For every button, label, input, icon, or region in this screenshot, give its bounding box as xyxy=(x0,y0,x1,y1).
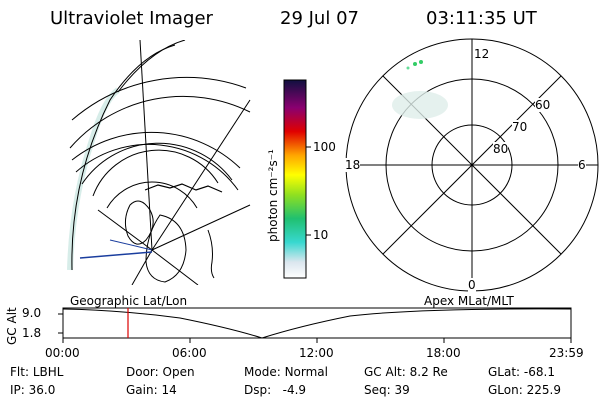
colorbar-tick-10: 10 xyxy=(313,228,329,242)
info-glat: GLat: -68.1 xyxy=(488,365,555,379)
polar-ring-label-60: 60 xyxy=(535,98,551,112)
info-flt: Flt: LBHL xyxy=(10,365,64,379)
timeline-xtick-2359: 23:59 xyxy=(549,346,584,360)
date-label: 29 Jul 07 xyxy=(280,8,359,29)
info-gain: Gain: 14 xyxy=(126,383,177,397)
timeline-ytick-bottom: 1.8 xyxy=(22,326,42,340)
time-label: 03:11:35 UT xyxy=(426,8,537,29)
timeline-xtick-1200: 12:00 xyxy=(299,346,334,360)
timeline-xtick-0000: 00:00 xyxy=(45,346,80,360)
colorbar-tick-100: 100 xyxy=(313,140,336,154)
info-gc-alt: GC Alt: 8.2 Re xyxy=(364,365,448,379)
info-dsp: Dsp: -4.9 xyxy=(244,383,307,397)
timeline-xtick-0600: 06:00 xyxy=(172,346,207,360)
info-ip: IP: 36.0 xyxy=(10,383,56,397)
timeline-yaxis-label: GC Alt xyxy=(5,307,19,345)
polar-label-6: 6 xyxy=(578,158,586,172)
timeline-left-caption: Geographic Lat/Lon xyxy=(70,294,188,308)
info-seq: Seq: 39 xyxy=(364,383,410,397)
polar-ring-label-70: 70 xyxy=(512,120,528,134)
info-mode: Mode: Normal xyxy=(244,365,328,379)
colorbar-unit-label: photon cm⁻²s⁻¹ xyxy=(266,149,280,242)
timeline-xtick-1800: 18:00 xyxy=(426,346,461,360)
polar-label-0: 0 xyxy=(468,278,476,292)
app-title: Ultraviolet Imager xyxy=(50,8,213,29)
info-glon: GLon: 225.9 xyxy=(488,383,561,397)
polar-label-18: 18 xyxy=(345,158,361,172)
timeline-ytick-top: 9.0 xyxy=(22,306,42,320)
info-door: Door: Open xyxy=(126,365,195,379)
polar-ring-label-80: 80 xyxy=(493,142,509,156)
timeline-right-caption: Apex MLat/MLT xyxy=(424,294,514,308)
polar-label-12: 12 xyxy=(474,47,490,61)
